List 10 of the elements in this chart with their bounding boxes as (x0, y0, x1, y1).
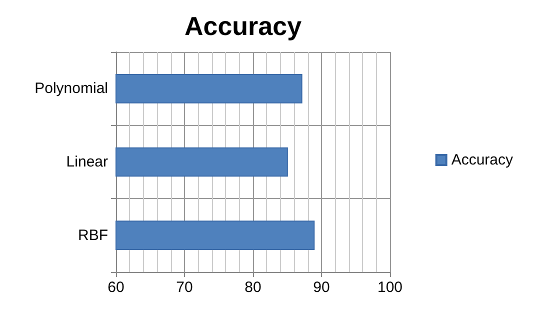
x-tick-label: 100 (377, 279, 403, 296)
x-tick-label: 80 (244, 279, 262, 296)
y-tick-label: RBF (78, 226, 108, 244)
y-tick-label: Linear (66, 154, 108, 170)
y-tick-label: Polynomial (34, 80, 108, 98)
legend-label: Accuracy (451, 152, 514, 168)
x-tick-label: 70 (176, 279, 193, 296)
x-tick-label: 60 (108, 279, 124, 296)
x-tick-label: 90 (313, 279, 330, 296)
chart-title: Accuracy (184, 11, 302, 41)
